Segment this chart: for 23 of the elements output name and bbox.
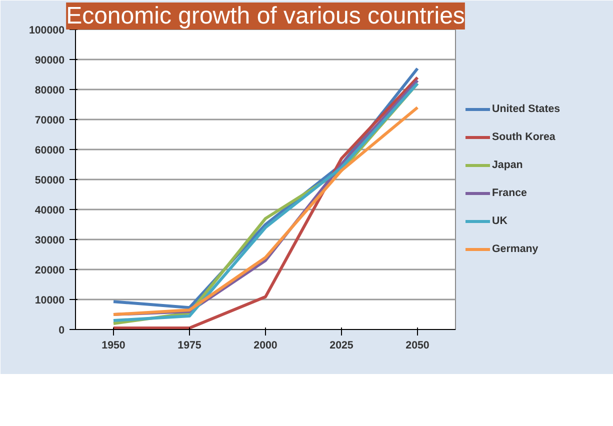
y-tick-label: 30000 — [34, 234, 65, 246]
y-tick-label: 20000 — [34, 264, 65, 276]
y-tick-label: 70000 — [34, 114, 65, 126]
y-tick-label: 50000 — [34, 174, 65, 186]
y-tick-label: 10000 — [34, 294, 65, 306]
y-tick-label: 60000 — [34, 144, 65, 156]
legend-label: Japan — [492, 159, 523, 171]
legend-label: UK — [492, 215, 508, 227]
y-tick-label: 90000 — [34, 54, 65, 66]
x-tick-label: 2025 — [330, 340, 354, 352]
x-tick-label: 2050 — [406, 340, 430, 352]
y-tick-label: 0 — [58, 324, 65, 336]
x-tick-label: 1950 — [102, 340, 126, 352]
legend-label: France — [492, 187, 527, 199]
legend-label: United States — [492, 103, 560, 115]
y-tick-label: 40000 — [34, 204, 65, 216]
legend-label: South Korea — [492, 131, 556, 143]
y-tick-label: 100000 — [28, 24, 65, 36]
x-tick-label: 1975 — [178, 340, 202, 352]
chart-title: Economic growth of various countries — [66, 2, 465, 30]
legend-label: Germany — [492, 243, 538, 255]
y-tick-label: 80000 — [34, 84, 65, 96]
x-tick-label: 2000 — [254, 340, 278, 352]
